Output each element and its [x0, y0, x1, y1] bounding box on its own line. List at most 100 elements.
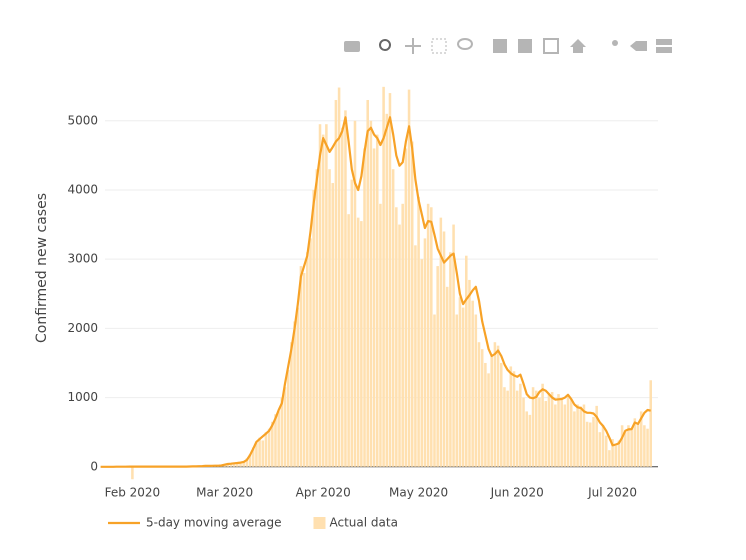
- bar: [385, 113, 389, 467]
- bar: [439, 217, 443, 467]
- legend-swatch: [313, 517, 326, 529]
- pan-icon[interactable]: [405, 38, 421, 54]
- bar: [360, 221, 363, 467]
- zoom-icon[interactable]: [379, 39, 391, 51]
- bar: [369, 120, 373, 467]
- bar: [395, 207, 398, 467]
- hover-compare-icon[interactable]: [656, 39, 672, 45]
- bar: [496, 345, 500, 467]
- bar: [471, 300, 474, 467]
- bar: [617, 440, 621, 467]
- bar: [643, 425, 646, 467]
- bar: [541, 383, 544, 467]
- bar: [236, 462, 239, 467]
- bar: [522, 397, 525, 467]
- x-tick-label: Feb 2020: [105, 486, 161, 500]
- bar: [306, 252, 309, 467]
- bar: [274, 414, 277, 467]
- autoscale-icon[interactable]: [543, 38, 559, 54]
- bar: [226, 463, 230, 467]
- bar: [321, 134, 325, 467]
- bar: [566, 395, 570, 467]
- bar: [646, 428, 649, 467]
- bar: [585, 421, 589, 467]
- bar: [382, 86, 385, 467]
- bar: [452, 224, 455, 467]
- bar: [592, 416, 595, 467]
- legend-label[interactable]: 5-day moving average: [146, 516, 281, 530]
- bar: [344, 110, 347, 467]
- y-tick-label: 3000: [67, 252, 98, 266]
- bar: [442, 231, 446, 467]
- bar: [598, 432, 602, 467]
- bar: [328, 169, 331, 467]
- bar: [604, 435, 608, 467]
- bar: [554, 404, 557, 467]
- bar: [519, 383, 522, 467]
- bar: [277, 411, 280, 467]
- camera-icon[interactable]: [344, 41, 360, 52]
- y-tick-label: 4000: [67, 182, 98, 196]
- bar: [410, 141, 414, 467]
- bar: [286, 369, 290, 467]
- bar: [611, 439, 614, 467]
- hover-compare-icon[interactable]: [656, 47, 672, 53]
- y-tick-label: 5000: [67, 113, 98, 127]
- y-tick-label: 2000: [67, 321, 98, 335]
- bar: [264, 432, 268, 467]
- bar: [414, 245, 417, 467]
- bar: [601, 425, 605, 467]
- bar: [461, 307, 465, 467]
- bar: [271, 421, 274, 467]
- bar: [356, 217, 360, 467]
- bar: [557, 394, 560, 467]
- spike-icon[interactable]: [612, 40, 618, 46]
- bar: [242, 461, 245, 467]
- y-axis-title: Confirmed new cases: [34, 193, 50, 343]
- bar: [595, 405, 598, 467]
- bar: [401, 203, 404, 467]
- bar: [436, 266, 439, 467]
- bar: [633, 418, 637, 467]
- bar: [251, 447, 255, 467]
- bar: [255, 442, 258, 467]
- bar: [131, 466, 134, 480]
- bar: [245, 458, 249, 467]
- bar: [525, 411, 528, 467]
- modebar: [344, 38, 672, 54]
- bar: [258, 437, 261, 467]
- box-select-icon[interactable]: [431, 38, 447, 54]
- bar: [455, 314, 459, 467]
- bar: [465, 255, 468, 467]
- bar: [261, 440, 265, 467]
- bar: [480, 349, 484, 467]
- hover-closest-icon[interactable]: [630, 41, 647, 51]
- bar: [417, 196, 420, 467]
- line: [100, 116, 651, 468]
- zoom-in-icon[interactable]: [493, 39, 507, 53]
- bar: [433, 314, 436, 467]
- x-tick-label: Jun 2020: [490, 486, 544, 500]
- bar: [404, 148, 408, 467]
- bar: [627, 425, 630, 467]
- bar: [353, 120, 357, 467]
- reset-icon[interactable]: [570, 39, 586, 53]
- bar: [649, 380, 653, 467]
- bar: [639, 411, 643, 467]
- bar: [544, 401, 548, 467]
- bar: [430, 207, 433, 467]
- zoom-out-icon[interactable]: [518, 39, 532, 53]
- bar: [624, 432, 627, 467]
- bar: [426, 203, 430, 467]
- legend-label[interactable]: Actual data: [329, 516, 397, 530]
- bar: [232, 462, 236, 467]
- bar: [229, 464, 233, 467]
- bar: [248, 454, 252, 467]
- bar: [608, 450, 611, 467]
- bar: [589, 422, 592, 467]
- lasso-icon[interactable]: [457, 38, 473, 50]
- bar: [296, 307, 300, 467]
- bar: [445, 286, 449, 467]
- bar: [614, 446, 618, 467]
